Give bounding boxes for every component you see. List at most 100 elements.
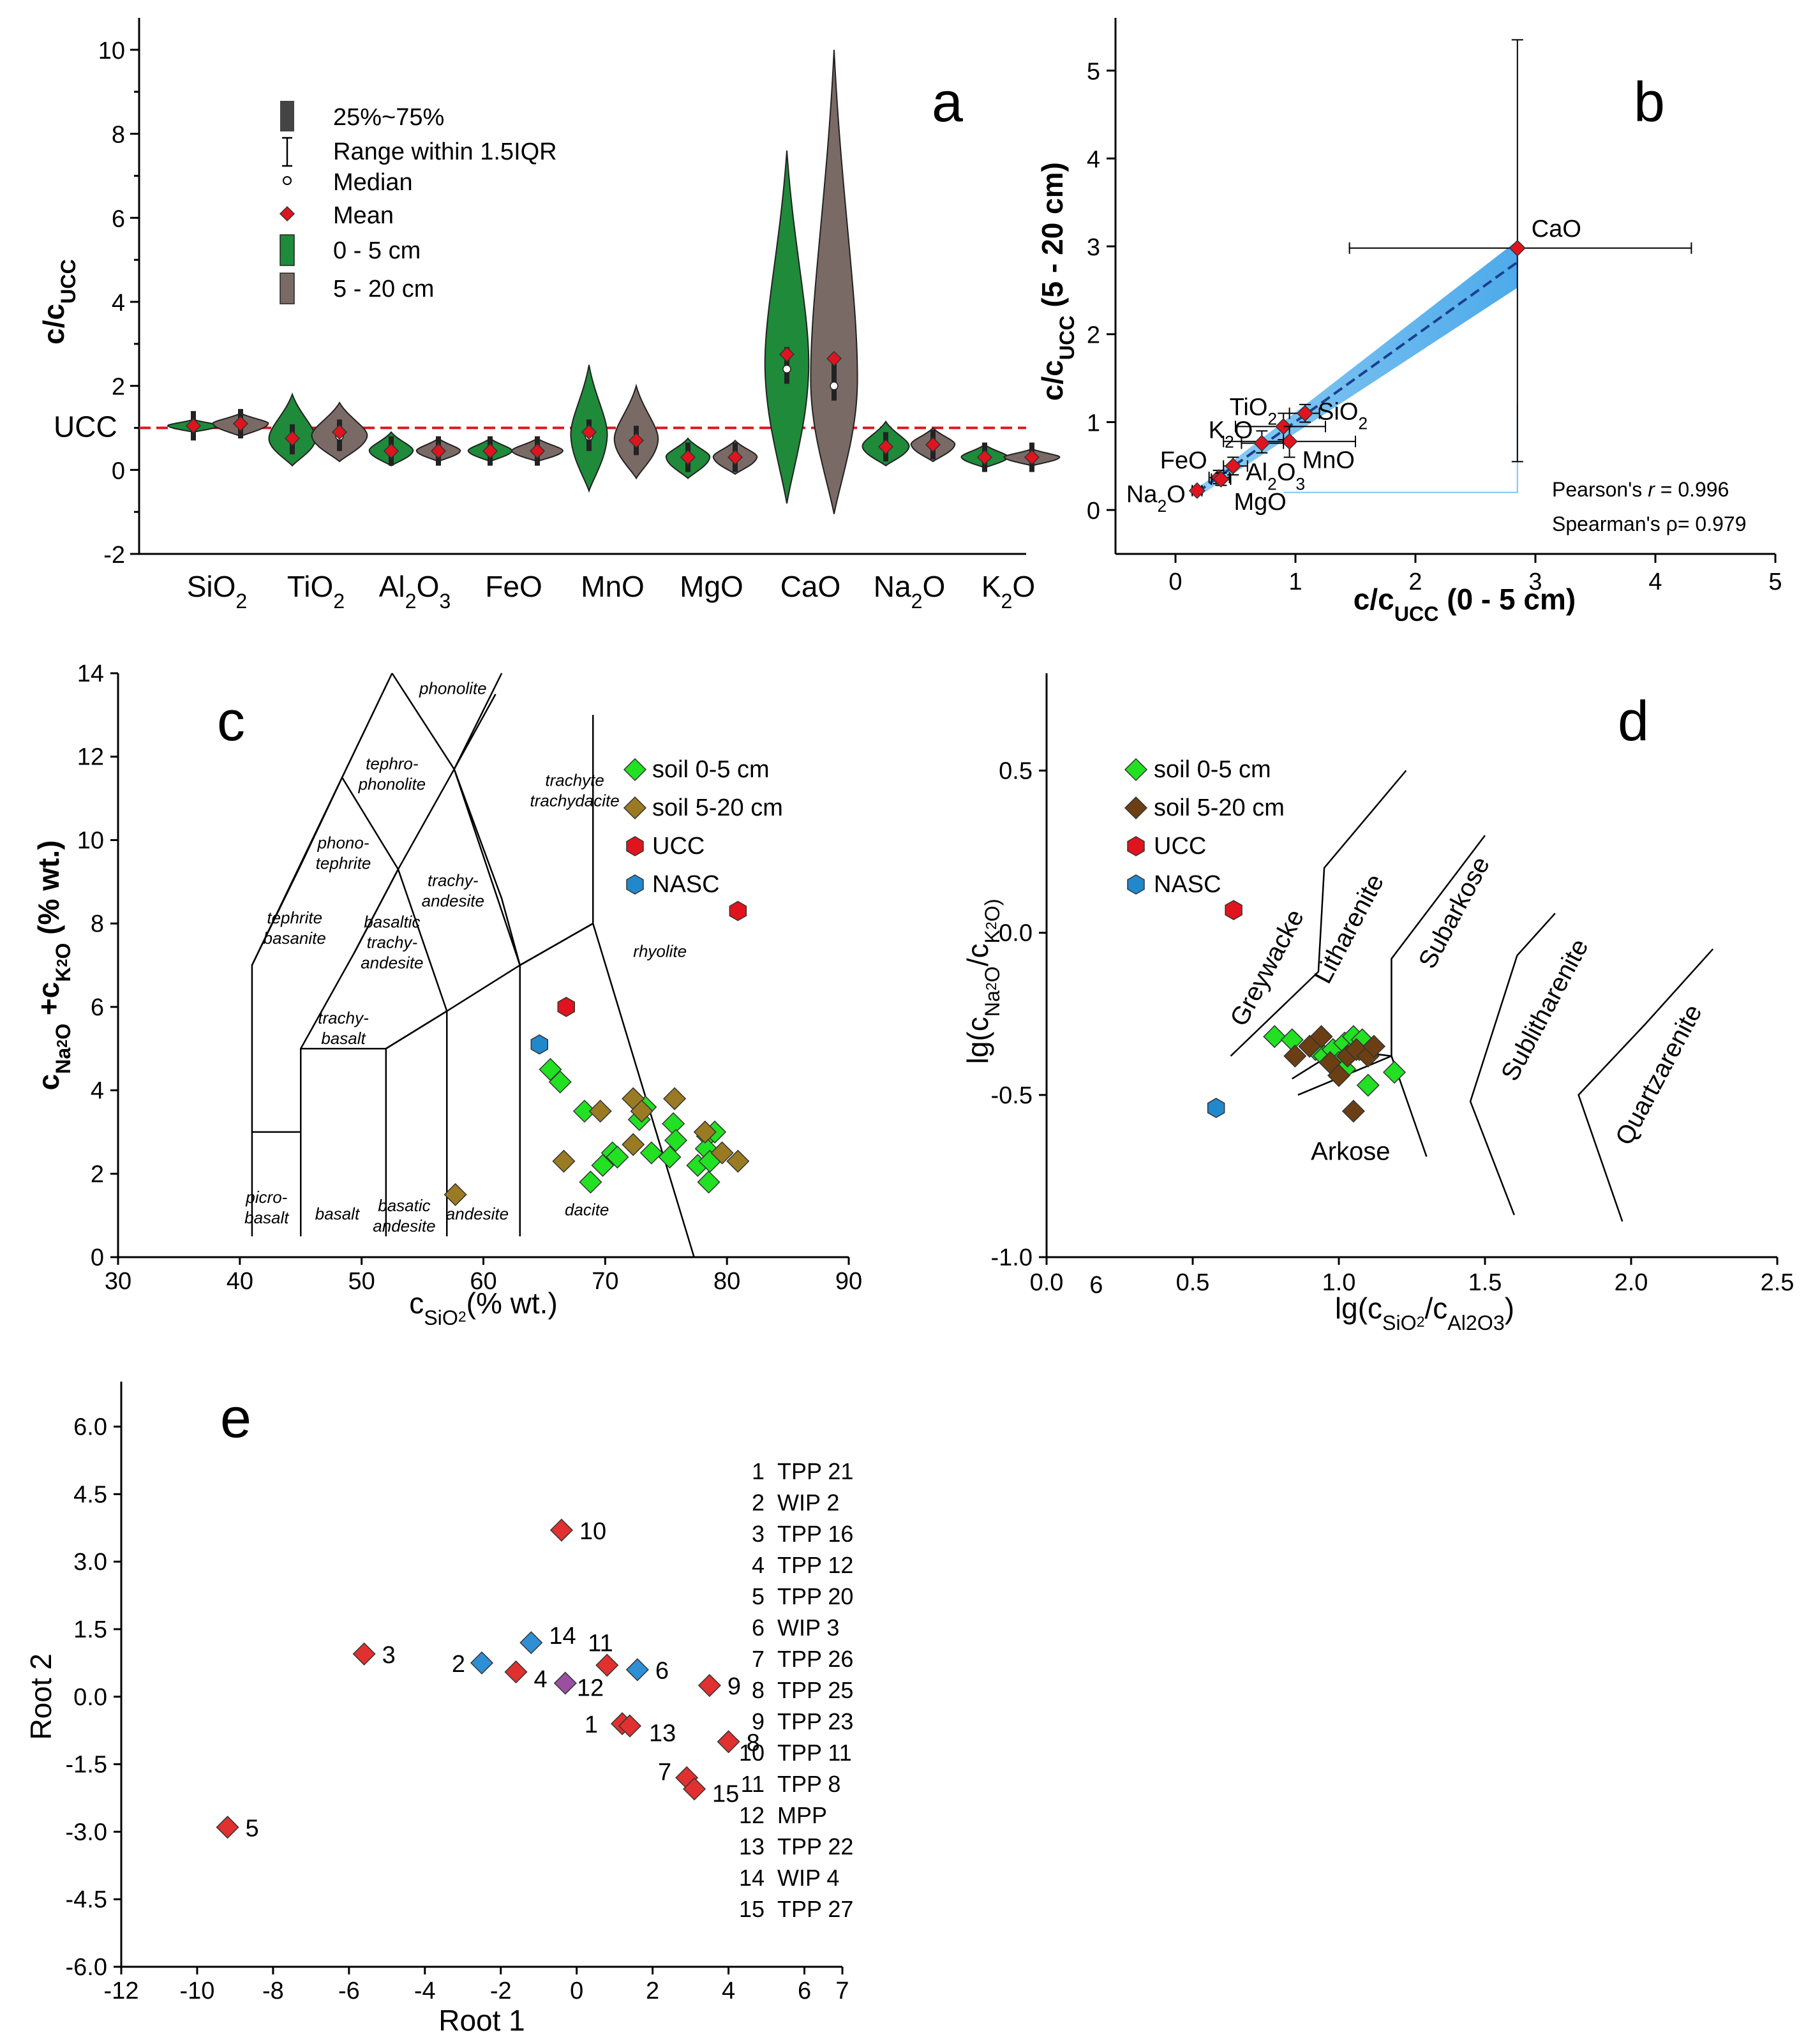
x-tick-label: 4 — [722, 1978, 735, 2004]
legend-number: 10 — [739, 1740, 765, 1766]
point-label: 6 — [655, 1657, 669, 1684]
legend-median-icon — [283, 176, 292, 185]
x-tick-label: -4 — [414, 1978, 436, 2004]
mean-marker — [976, 449, 993, 465]
legend-label: UCC — [1154, 833, 1206, 860]
point-label: 1 — [585, 1712, 598, 1738]
panel-letter: a — [932, 70, 963, 133]
data-point — [1296, 405, 1314, 422]
legend-s1-label: 0 - 5 cm — [333, 237, 421, 264]
legend-s1-icon — [280, 234, 295, 266]
legend-icon — [626, 836, 644, 856]
point-label: 9 — [727, 1673, 741, 1700]
y-tick-label: 6 — [91, 994, 104, 1021]
mean-marker — [529, 443, 546, 459]
y-tick-label: 0.5 — [999, 758, 1033, 785]
legend-name: TPP 21 — [777, 1458, 853, 1484]
x-category-label: Al2O3 — [379, 570, 451, 613]
y-tick-label: 2 — [112, 374, 125, 401]
data-point — [579, 1170, 602, 1194]
point-label: TiO2 — [1230, 394, 1278, 428]
legend-icon — [1127, 874, 1145, 895]
mean-marker — [430, 443, 447, 459]
data-point — [1263, 1025, 1287, 1048]
y-tick-label: 14 — [77, 660, 104, 687]
x-tick-label: 4 — [1648, 569, 1662, 595]
tas-field-label: trachy-andesite — [422, 870, 484, 910]
x-tick-label: 40 — [227, 1268, 253, 1295]
legend-name: TPP 23 — [777, 1708, 853, 1734]
tas-field-label: picro-basalt — [244, 1188, 290, 1227]
legend-icon — [1124, 757, 1148, 782]
legend-icon — [1127, 836, 1145, 856]
y-tick-label: -2 — [103, 542, 125, 569]
point-label: 7 — [658, 1759, 671, 1786]
y-tick-label: 4 — [112, 290, 125, 317]
point-label: 11 — [588, 1630, 613, 1657]
x-category-label: CaO — [780, 570, 841, 603]
data-point — [216, 1816, 239, 1839]
x-axis-title: c/cUCC (0 - 5 cm) — [1354, 583, 1576, 625]
y-axis-title: Root 2 — [24, 1653, 57, 1740]
tas-field-label: andesite — [446, 1204, 509, 1223]
data-point — [1281, 433, 1298, 450]
legend-name: WIP 4 — [777, 1865, 839, 1891]
x-category-label: TiO2 — [287, 570, 345, 613]
mean-marker — [826, 350, 842, 366]
legend-number: 2 — [752, 1489, 765, 1516]
point-label: CaO — [1532, 216, 1581, 242]
x-category-label: MnO — [581, 570, 645, 603]
y-tick-label: 6 — [112, 205, 125, 232]
y-tick-label: -1.0 — [991, 1244, 1033, 1271]
data-point — [606, 1145, 629, 1169]
y-axis-title: lg(cNa2O/cK2O) — [961, 899, 1004, 1064]
mean-marker — [284, 430, 301, 447]
data-point — [352, 1642, 376, 1666]
data-point — [663, 1087, 687, 1110]
data-point — [1188, 482, 1205, 499]
legend-label: UCC — [652, 833, 705, 860]
x-tick-label: 6 — [798, 1978, 811, 2004]
x-tick-label: -6 — [338, 1978, 360, 2004]
x-axis-title: cSiO2(% wt.) — [409, 1287, 558, 1329]
point-label: 4 — [534, 1666, 548, 1693]
data-point — [1212, 470, 1230, 488]
tas-boundary — [453, 768, 593, 967]
data-point — [1382, 1061, 1406, 1084]
data-point — [639, 1141, 663, 1165]
tas-field-label: phonolite — [419, 679, 487, 698]
legend-name: WIP 2 — [777, 1489, 839, 1516]
y-tick-label: -3.0 — [66, 1819, 107, 1846]
tas-field-label: dacite — [565, 1200, 609, 1220]
legend-name: TPP 8 — [777, 1771, 840, 1797]
x-tick-label: 1.5 — [1468, 1269, 1502, 1296]
mean-marker — [185, 418, 202, 434]
field-boundary — [1578, 948, 1714, 1222]
point-label: K2O — [1209, 417, 1253, 451]
legend-icon — [1124, 796, 1148, 820]
tas-field-label: trachy-basalt — [318, 1008, 369, 1048]
data-point — [726, 1149, 750, 1173]
legend-number: 9 — [752, 1708, 765, 1734]
median-marker — [830, 381, 839, 391]
x-tick-label: 1.0 — [1322, 1269, 1356, 1296]
y-tick-label: 8 — [112, 122, 125, 149]
x-tick-label: 2 — [1408, 569, 1422, 595]
data-point — [1253, 435, 1271, 452]
x-category-label: K2O — [981, 570, 1035, 613]
legend-name: WIP 3 — [777, 1615, 839, 1641]
x-tick-label: -2 — [490, 1978, 512, 2004]
legend-label: NASC — [1154, 871, 1221, 898]
y-tick-label: 4 — [1087, 146, 1100, 173]
legend-name: TPP 12 — [777, 1552, 853, 1578]
y-tick-label: 1 — [1087, 410, 1100, 436]
data-point — [710, 1141, 734, 1165]
y-tick-label: -6.0 — [66, 1954, 107, 1981]
x-category-label: SiO2 — [187, 570, 248, 613]
x-tick-label: 1 — [1288, 569, 1302, 595]
x-tick-label: 50 — [348, 1268, 375, 1295]
field-label: Greywacke — [1225, 905, 1309, 1031]
data-point — [682, 1777, 706, 1801]
data-point — [622, 1133, 645, 1156]
x-tick-label: 0 — [1168, 569, 1182, 595]
